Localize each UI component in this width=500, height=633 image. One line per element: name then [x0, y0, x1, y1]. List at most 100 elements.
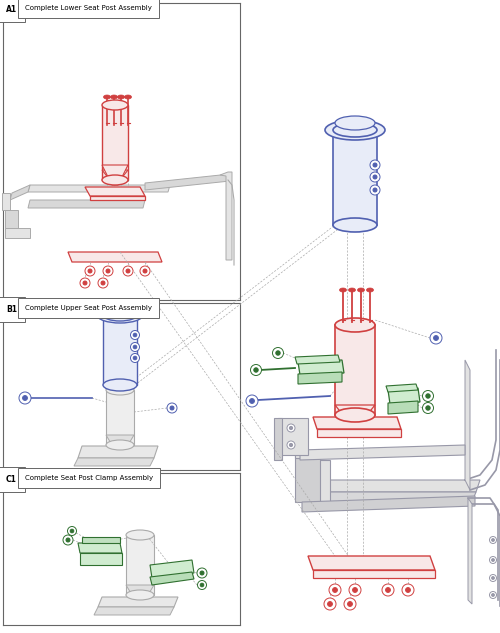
Ellipse shape: [98, 278, 108, 288]
Ellipse shape: [133, 333, 137, 337]
Ellipse shape: [103, 309, 137, 321]
Ellipse shape: [200, 571, 204, 575]
Polygon shape: [126, 585, 154, 600]
Ellipse shape: [290, 443, 292, 447]
Text: A1: A1: [6, 5, 17, 14]
Ellipse shape: [126, 269, 130, 273]
Polygon shape: [102, 165, 128, 185]
Ellipse shape: [126, 530, 154, 540]
Polygon shape: [80, 553, 122, 565]
Polygon shape: [295, 455, 320, 502]
Polygon shape: [98, 597, 178, 607]
Polygon shape: [295, 452, 325, 458]
Polygon shape: [335, 325, 375, 415]
Ellipse shape: [102, 175, 128, 185]
Polygon shape: [5, 210, 18, 230]
Ellipse shape: [333, 123, 377, 137]
Text: B1: B1: [6, 305, 17, 314]
Ellipse shape: [63, 535, 73, 545]
Polygon shape: [302, 496, 475, 512]
Text: Complete Upper Seat Post Assembly: Complete Upper Seat Post Assembly: [25, 305, 152, 311]
Ellipse shape: [250, 365, 262, 375]
Ellipse shape: [143, 269, 147, 273]
Ellipse shape: [272, 348, 283, 358]
Polygon shape: [278, 418, 308, 455]
Ellipse shape: [66, 538, 70, 542]
Ellipse shape: [276, 351, 280, 355]
Polygon shape: [102, 170, 128, 180]
Ellipse shape: [490, 556, 496, 563]
Ellipse shape: [325, 120, 385, 140]
Ellipse shape: [123, 266, 133, 276]
Ellipse shape: [290, 427, 292, 430]
Polygon shape: [335, 405, 375, 420]
Ellipse shape: [370, 160, 380, 170]
Polygon shape: [150, 560, 194, 578]
Ellipse shape: [80, 278, 90, 288]
Ellipse shape: [133, 356, 137, 360]
Ellipse shape: [287, 424, 295, 432]
Ellipse shape: [373, 188, 377, 192]
Ellipse shape: [130, 330, 140, 339]
Ellipse shape: [422, 391, 434, 401]
Ellipse shape: [167, 403, 177, 413]
Ellipse shape: [88, 269, 92, 273]
Ellipse shape: [352, 587, 358, 592]
Polygon shape: [220, 172, 232, 260]
Polygon shape: [150, 572, 194, 585]
Text: Complete Seat Post Clamp Assembly: Complete Seat Post Clamp Assembly: [25, 475, 153, 481]
Text: Complete Lower Seat Post Assembly: Complete Lower Seat Post Assembly: [25, 5, 152, 11]
Ellipse shape: [101, 281, 105, 285]
Ellipse shape: [366, 288, 374, 292]
Ellipse shape: [492, 577, 494, 579]
Ellipse shape: [106, 385, 134, 395]
Ellipse shape: [104, 305, 136, 315]
Ellipse shape: [358, 288, 364, 292]
Ellipse shape: [490, 537, 496, 544]
Ellipse shape: [83, 281, 87, 285]
Polygon shape: [94, 607, 174, 615]
Ellipse shape: [106, 440, 134, 450]
Polygon shape: [103, 315, 137, 385]
Ellipse shape: [250, 399, 254, 403]
Polygon shape: [386, 384, 418, 392]
Ellipse shape: [197, 568, 207, 578]
Ellipse shape: [492, 539, 494, 541]
Ellipse shape: [106, 269, 110, 273]
Ellipse shape: [426, 406, 430, 410]
Ellipse shape: [335, 116, 375, 130]
Polygon shape: [465, 360, 470, 490]
Ellipse shape: [170, 406, 174, 410]
Polygon shape: [388, 401, 418, 414]
Ellipse shape: [426, 394, 430, 398]
Polygon shape: [317, 429, 401, 437]
Text: C1: C1: [6, 475, 17, 484]
Ellipse shape: [246, 395, 258, 407]
Polygon shape: [145, 174, 230, 190]
Ellipse shape: [324, 598, 336, 610]
Polygon shape: [28, 200, 145, 208]
Ellipse shape: [402, 584, 414, 596]
Ellipse shape: [124, 95, 132, 99]
Polygon shape: [90, 196, 145, 200]
Ellipse shape: [422, 403, 434, 413]
Ellipse shape: [97, 307, 143, 323]
Polygon shape: [78, 543, 122, 553]
Polygon shape: [388, 388, 420, 404]
Polygon shape: [126, 535, 154, 595]
Ellipse shape: [22, 396, 28, 401]
Ellipse shape: [348, 288, 356, 292]
Polygon shape: [28, 185, 170, 192]
Ellipse shape: [386, 587, 390, 592]
Polygon shape: [298, 360, 344, 375]
Ellipse shape: [492, 594, 494, 596]
Ellipse shape: [490, 575, 496, 582]
Polygon shape: [302, 460, 330, 502]
Ellipse shape: [200, 583, 204, 587]
Ellipse shape: [349, 584, 361, 596]
Ellipse shape: [370, 172, 380, 182]
Polygon shape: [102, 105, 128, 180]
Ellipse shape: [110, 95, 117, 99]
Polygon shape: [106, 435, 134, 450]
Ellipse shape: [103, 266, 113, 276]
